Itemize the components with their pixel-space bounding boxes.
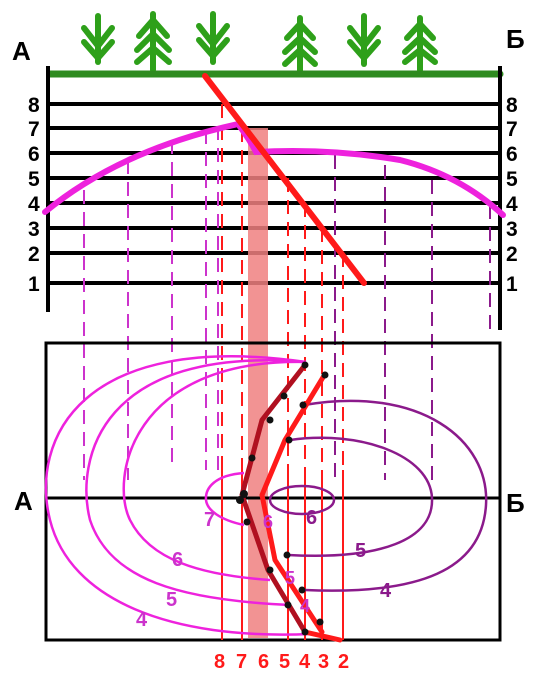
- level-label: 1: [506, 273, 518, 296]
- contour-label: 5: [285, 568, 295, 588]
- level-label: 8: [28, 94, 40, 117]
- level-label: 6: [506, 143, 518, 166]
- level-label: 5: [506, 168, 518, 191]
- tree-icon: [134, 11, 172, 73]
- level-label: 5: [28, 168, 40, 191]
- scale-label: 6: [258, 651, 269, 673]
- tree-icon: [347, 13, 381, 67]
- level-label: 1: [28, 273, 40, 296]
- contour-label: 5: [166, 589, 177, 611]
- level-label: 7: [506, 118, 518, 141]
- level-labels-left: 8 7 6 5 4 3 2 1: [28, 94, 40, 296]
- plan-label-left: А: [14, 486, 33, 516]
- contour-label: 4: [300, 596, 310, 616]
- contours-magenta: [44, 355, 311, 636]
- contour-label: 7: [204, 509, 215, 531]
- scale-label: 2: [338, 651, 349, 673]
- level-label: 3: [28, 218, 40, 241]
- scale-label: 8: [214, 651, 225, 673]
- level-labels-right: 8 7 6 5 4 3 2 1: [506, 94, 518, 296]
- level-label: 8: [506, 94, 518, 117]
- fault-trace-end: [302, 629, 343, 643]
- contour-label: 6: [172, 549, 183, 571]
- contour-label: 6: [263, 512, 273, 532]
- scale-label: 4: [299, 651, 311, 673]
- contour-label: 6: [306, 507, 317, 529]
- level-label: 7: [28, 118, 40, 141]
- level-lines: [48, 102, 500, 285]
- contour-label: 4: [380, 580, 392, 602]
- level-label: 4: [506, 193, 518, 216]
- contour-label: 4: [136, 609, 148, 631]
- plan-label-right: Б: [506, 488, 525, 518]
- fault-line-section: [202, 73, 367, 286]
- tree-icon: [282, 15, 318, 75]
- bottom-scale: 8 7 6 5 4 3 2: [214, 651, 349, 673]
- tree-icon: [402, 15, 438, 73]
- profile-curve: [42, 120, 506, 218]
- section-label-left: А: [12, 36, 31, 66]
- contour-label: 5: [355, 540, 366, 562]
- fault-trace-light: [259, 371, 328, 635]
- scale-label: 7: [236, 651, 247, 673]
- level-label: 2: [28, 243, 40, 266]
- tree-icon: [196, 11, 230, 65]
- level-label: 6: [28, 143, 40, 166]
- scale-label: 5: [279, 651, 290, 673]
- trees: [81, 11, 438, 75]
- contours-purple: [268, 399, 488, 592]
- level-label: 3: [506, 218, 518, 241]
- level-label: 2: [506, 243, 518, 266]
- section-label-right: Б: [506, 24, 525, 54]
- level-label: 4: [28, 193, 40, 216]
- projection-lines-purple: [83, 126, 219, 480]
- projection-lines-red: [221, 104, 344, 470]
- tree-icon: [81, 13, 115, 65]
- intersection-points: [236, 361, 329, 636]
- scale-label: 3: [318, 651, 329, 673]
- projection-lines-right: [334, 155, 491, 480]
